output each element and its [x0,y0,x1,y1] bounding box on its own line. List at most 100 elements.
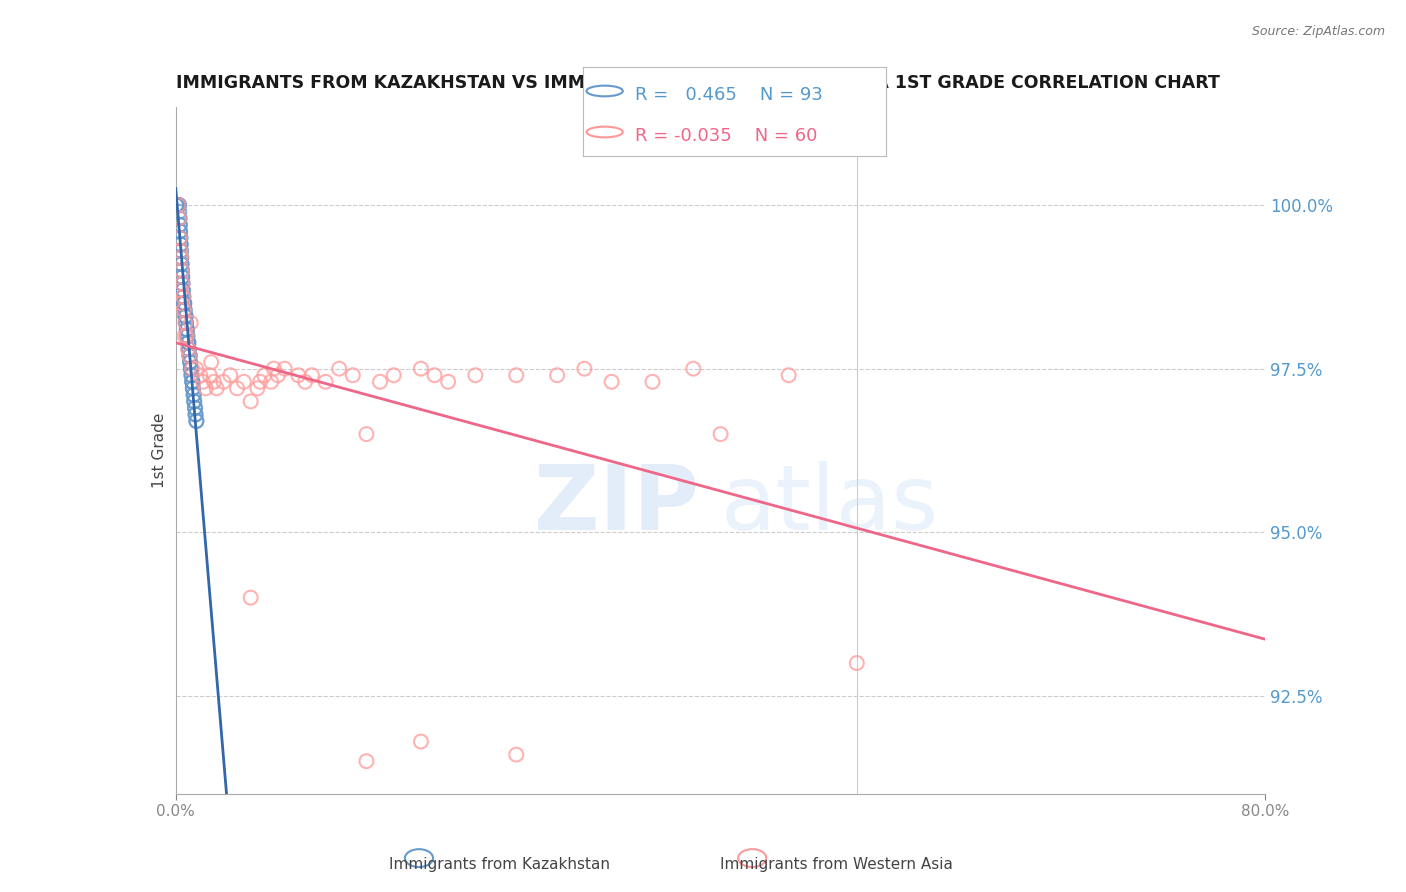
Point [167,198,190,212]
Point [166,198,188,212]
Point [166,198,188,212]
Point [169,211,191,226]
Point [574,361,596,376]
Point [267,368,290,383]
Point [409,734,432,748]
Point [180,361,202,376]
Point [356,754,378,768]
Point [172,290,194,304]
Point [167,198,190,212]
Point [170,244,193,258]
Point [181,375,204,389]
Point [167,198,190,212]
Point [172,277,194,291]
Point [166,198,188,212]
Point [169,244,191,258]
Point [176,322,198,336]
Point [200,355,222,369]
Point [198,368,221,383]
Point [169,231,191,245]
Point [249,375,271,389]
Point [183,388,205,402]
Point [202,375,225,389]
Point [166,198,188,212]
Point [191,375,214,389]
Point [174,310,197,324]
Point [167,198,190,212]
Point [179,355,201,369]
Point [177,335,200,350]
Point [172,283,194,297]
Point [166,198,188,212]
Point [172,270,194,285]
Point [183,388,205,402]
Point [166,198,188,212]
Point [181,361,204,376]
Point [183,394,205,409]
Point [176,329,198,343]
Point [181,375,204,389]
Point [174,316,197,330]
Point [328,361,350,376]
Point [173,302,195,317]
Point [169,224,191,238]
Point [174,316,197,330]
Point [179,349,201,363]
Point [246,381,269,395]
Point [176,322,198,336]
Point [274,361,297,376]
Point [464,368,486,383]
Point [710,427,733,442]
Point [226,381,249,395]
Point [174,310,197,324]
Text: Immigrants from Kazakhstan: Immigrants from Kazakhstan [388,857,610,872]
Point [169,218,191,232]
Point [172,290,194,304]
Point [180,361,202,376]
Point [170,251,193,265]
Point [212,375,235,389]
Point [173,302,195,317]
Point [188,368,211,383]
Point [169,218,191,232]
Point [177,342,200,356]
Point [173,329,195,343]
Point [177,335,200,350]
Point [172,270,194,285]
Point [205,381,228,395]
Point [409,361,432,376]
Point [253,368,276,383]
Point [505,747,527,762]
Point [186,414,208,428]
Point [184,408,207,422]
Point [176,329,198,343]
Point [180,316,202,330]
Text: Immigrants from Western Asia: Immigrants from Western Asia [720,857,953,872]
Point [169,211,191,226]
Point [166,198,188,212]
Point [167,198,190,212]
Point [184,401,207,415]
Point [170,244,193,258]
Point [172,283,194,297]
Point [174,310,197,324]
Point [170,263,193,277]
Point [170,263,193,277]
Point [641,375,664,389]
Point [170,257,193,271]
Point [186,361,208,376]
Point [177,342,200,356]
Point [600,375,623,389]
Point [166,198,188,212]
Point [176,322,198,336]
Point [172,290,194,304]
Text: atlas: atlas [721,461,939,549]
Point [382,368,405,383]
Point [194,381,217,395]
Point [167,198,190,212]
Point [184,401,207,415]
Point [173,296,195,310]
Point [219,368,242,383]
Point [170,257,193,271]
Point [181,381,204,395]
